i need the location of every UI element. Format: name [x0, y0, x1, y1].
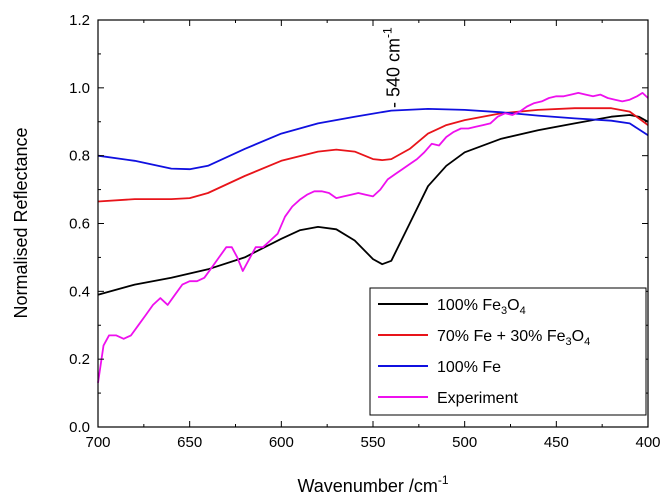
peak-annotation-main: - 540 cm: [383, 38, 403, 108]
series-line-4: [97, 92, 649, 384]
y-tick-label: 0.4: [69, 283, 90, 300]
y-tick-label: 0.8: [69, 148, 90, 165]
x-tick-label: 550: [360, 434, 385, 451]
x-axis-title-main: Wavenumber /cm: [297, 476, 437, 496]
legend: 100% Fe3O4 70% Fe + 30% Fe3O4 100% Fe Exper…: [369, 287, 647, 416]
y-tick-label: 0.6: [69, 216, 90, 233]
legend-box: [369, 287, 647, 416]
series-line-3: [97, 108, 649, 171]
y-tick-label: 1.0: [69, 80, 90, 97]
x-tick-label: 600: [269, 434, 294, 451]
legend-label-1: 100% Fe3O4: [437, 297, 526, 317]
series-line-2: [97, 107, 649, 203]
tick-labels: 700 650 600 550 500 450 400 0.0 0.2 0.4 0.6 0.8 1.0 1…: [69, 12, 660, 451]
legend-label-2: 70% Fe + 30% Fe3O4: [437, 328, 590, 348]
peak-annotation-sup: -1: [380, 27, 394, 38]
y-tick-label: 0.2: [69, 351, 90, 368]
series-line-1: [97, 114, 649, 296]
x-axis-title: Wavenumber /cm-1: [297, 473, 448, 496]
x-tick-label: 500: [452, 434, 477, 451]
peak-annotation: - 540 cm-1: [380, 27, 403, 108]
x-tick-label: 700: [85, 434, 110, 451]
x-tick-label: 400: [635, 434, 660, 451]
series-group: [97, 92, 649, 384]
x-axis-title-sup: -1: [438, 473, 449, 487]
y-tick-label: 1.2: [69, 12, 90, 29]
y-axis-title: Normalised Reflectance: [11, 127, 31, 318]
legend-label-3: 100% Fe: [437, 359, 501, 376]
x-tick-label: 450: [544, 434, 569, 451]
legend-items: 100% Fe3O4 70% Fe + 30% Fe3O4 100% Fe Exper…: [378, 297, 590, 407]
y-tick-label: 0.0: [69, 419, 90, 436]
x-tick-label: 650: [177, 434, 202, 451]
legend-label-4: Experiment: [437, 390, 518, 407]
